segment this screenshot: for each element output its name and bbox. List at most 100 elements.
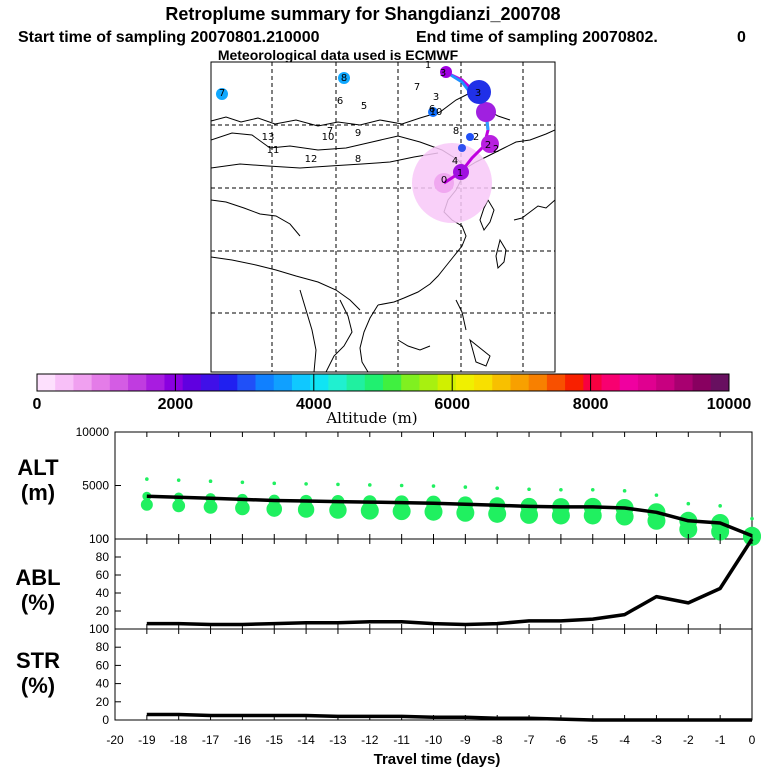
plume-cloud-3b [467, 80, 491, 104]
plume-cloud-8 [338, 72, 350, 84]
alt-distribution-dot [590, 487, 595, 492]
colorbar-swatch [546, 374, 566, 391]
alt-distribution-dot [488, 504, 507, 523]
map-day-label: 9 [355, 128, 361, 139]
map-day-label: 8 [355, 154, 361, 165]
map-day-label: 3 [440, 68, 446, 79]
x-tick-label: 0 [749, 733, 756, 747]
alt-distribution-dot [456, 503, 475, 522]
colorbar-swatch [528, 374, 548, 391]
x-tick-label: -20 [106, 733, 124, 747]
x-tick-label: -10 [425, 733, 443, 747]
alt-distribution-dot [203, 500, 218, 514]
colorbar-tick-label: 6000 [434, 396, 470, 413]
x-tick-label: -6 [556, 733, 567, 747]
colorbar-swatch [656, 374, 675, 391]
map-day-label: 11 [267, 145, 280, 156]
colorbar-label: Altitude (m) [325, 409, 417, 427]
map-day-label: 2 [485, 140, 491, 151]
colorbar-tick-label: 8000 [573, 396, 609, 413]
plume-cloud-2 [481, 135, 499, 153]
plume-cloud-1 [453, 164, 469, 180]
colorbar-swatch [364, 374, 384, 391]
colorbar-swatch [565, 374, 584, 391]
sampling-end-tail: 0 [737, 29, 746, 46]
alt-distribution-dot [679, 520, 698, 539]
map-day-label: 8 [453, 126, 459, 137]
str-ytick-label: 40 [96, 677, 110, 691]
colorbar-swatch [692, 374, 712, 391]
alt-distribution-dot [495, 486, 500, 490]
plume-cloud-top [440, 66, 452, 78]
alt-ytick-label: 5000 [82, 479, 109, 493]
x-tick-label: -1 [715, 733, 726, 747]
alt-distribution-dot [360, 501, 379, 520]
x-tick-label: -18 [170, 733, 188, 747]
map-day-label: 13 [262, 132, 275, 143]
colorbar-swatch [128, 374, 147, 391]
abl-series-line [146, 538, 754, 627]
colorbar-swatch [91, 374, 111, 391]
colorbar-swatch [182, 374, 202, 391]
colorbar-swatch [291, 374, 311, 391]
map-day-label: 12 [305, 154, 318, 165]
colorbar-swatch [437, 374, 457, 391]
alt-distribution-dot [750, 516, 754, 521]
alt-ytick-label: 0 [102, 532, 109, 546]
x-tick-label: -13 [329, 733, 347, 747]
colorbar-swatch [237, 374, 257, 391]
x-tick-label: -8 [492, 733, 503, 747]
colorbar-swatch [37, 374, 56, 391]
colorbar-swatch [55, 374, 74, 391]
x-tick-label: -9 [460, 733, 471, 747]
x-tick-label: -14 [297, 733, 315, 747]
colorbar-swatch [419, 374, 439, 391]
str-series-line [146, 712, 752, 722]
colorbar-swatch [455, 374, 475, 391]
x-tick-label: -15 [266, 733, 284, 747]
colorbar-swatch [674, 374, 694, 391]
alt-distribution-dot [622, 489, 627, 493]
colorbar-swatch [583, 374, 603, 391]
map-day-label: 2 [493, 144, 499, 155]
map-day-label: 2 [473, 132, 479, 143]
alt-distribution-dot [329, 501, 347, 519]
str-panel-frame [114, 628, 753, 721]
alt-distribution-dot [686, 501, 691, 506]
alt-distribution-dot [520, 505, 539, 524]
alt-distribution-dot [266, 501, 283, 517]
colorbar-swatch [146, 374, 165, 391]
alt-distribution-dot [718, 504, 722, 508]
map-frame [210, 61, 556, 373]
alt-distribution-dot [654, 493, 659, 497]
alt-panel-label: ALT [17, 455, 59, 480]
str-ytick-label: 80 [96, 640, 110, 654]
alt-distribution-dot [235, 500, 250, 516]
alt-panel-unit: (m) [21, 480, 55, 505]
map-day-label: 5 [361, 101, 367, 112]
alt-distribution-dot [208, 479, 213, 484]
colorbar-swatch [328, 374, 348, 391]
plume-cloud-5 [466, 133, 474, 141]
map-day-label: 1 [457, 168, 463, 179]
map-day-label: 10 [322, 132, 335, 143]
abl-panel-frame [114, 538, 753, 630]
str-panel-label: STR [16, 648, 60, 673]
str-ytick-label: 100 [89, 622, 109, 636]
colorbar-swatch [109, 374, 129, 391]
alt-distribution-dot [240, 480, 245, 485]
alt-distribution-dot [176, 478, 181, 482]
x-axis-label: Travel time (days) [374, 751, 501, 768]
alt-distribution-dot [140, 498, 153, 511]
map-day-label: 10 [430, 107, 443, 118]
colorbar-tick-label: 10000 [707, 396, 752, 413]
alt-distribution-dot [145, 477, 149, 481]
map-day-label: 6 [337, 96, 343, 107]
figure-title: Retroplume summary for Shangdianzi_20070… [165, 4, 560, 24]
abl-panel-unit: (%) [21, 590, 55, 615]
colorbar-swatch [601, 374, 621, 391]
alt-distribution-dot [559, 487, 563, 492]
colorbar-swatch [164, 374, 184, 391]
